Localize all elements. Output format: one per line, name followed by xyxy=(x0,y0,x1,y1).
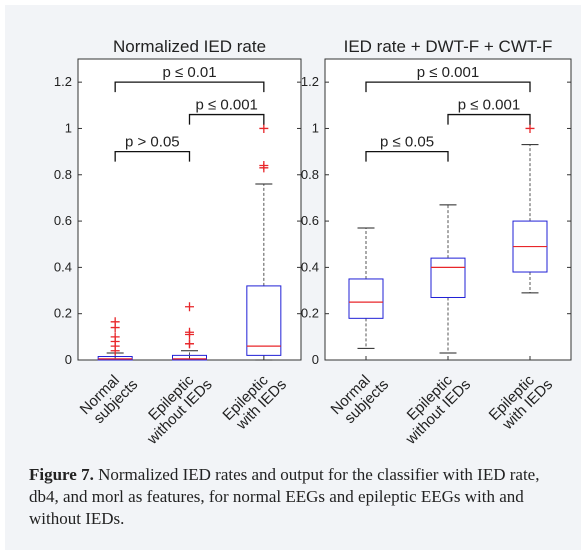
chart1-outlier-point xyxy=(110,317,120,327)
chart2-outlier-point xyxy=(525,123,535,133)
chart1-y-tick-label: 0.4 xyxy=(54,259,72,274)
chart1-y-tick-label: 0 xyxy=(65,352,72,367)
chart1-significance-label: p ≤ 0.001 xyxy=(195,97,257,114)
chart1-outlier-point xyxy=(185,302,194,312)
figure-panel: Normalized IED rate 0 0.2 0.4 0.6 0.8 1 1.2 Norm… xyxy=(5,5,581,550)
figure-svg: Normalized IED rate 0 0.2 0.4 0.6 0.8 1 1.2 Norm… xyxy=(54,37,572,449)
chart2-significance-bracket xyxy=(447,113,531,125)
chart1-y-tick-label: 0.8 xyxy=(54,167,72,182)
chart2-box xyxy=(348,278,384,319)
chart2-y-tick-label: 1.2 xyxy=(301,74,319,89)
chart2-significance-label: p ≤ 0.001 xyxy=(458,97,520,114)
chart2-y-tick-label: 0 xyxy=(312,352,319,367)
chart2-x-tick-label: Epilepticwith IEDs xyxy=(486,365,557,436)
chart1-significance-bracket xyxy=(114,150,191,162)
chart2-significance-bracket xyxy=(365,81,531,93)
chart1-y-tick-label: 1.2 xyxy=(54,74,72,89)
chart2-significance-label: p ≤ 0.001 xyxy=(417,64,479,81)
chart2-y-tick-label: 0.4 xyxy=(301,259,319,274)
chart2-x-tick-label: Normalsubjects xyxy=(328,365,393,430)
chart1-title: Normalized IED rate xyxy=(113,37,266,56)
chart1-box xyxy=(246,285,282,356)
chart1-outlier-point xyxy=(110,332,120,342)
chart1-y-tick-label: 1 xyxy=(65,120,72,135)
chart2-y-tick-label: 0.6 xyxy=(301,213,319,228)
chart1-outlier-point xyxy=(259,123,269,133)
chart1-box xyxy=(172,354,207,361)
chart2-box xyxy=(430,257,466,298)
chart1-significance-label: p > 0.05 xyxy=(125,134,180,151)
chart1-significance-bracket xyxy=(188,113,265,125)
chart1-outlier-point xyxy=(185,339,194,349)
chart1-y-tick-label: 0.6 xyxy=(54,213,72,228)
figure-caption: Figure 7. Normalized IED rates and outpu… xyxy=(29,464,569,530)
chart1-x-tick-label: Normalsubjects xyxy=(77,365,142,430)
chart2-y-tick-label: 0.2 xyxy=(301,306,319,321)
chart2-y-tick-label: 1 xyxy=(312,120,319,135)
chart1-outlier-point xyxy=(259,161,269,171)
chart1-x-tick-label: Epilepticwith IEDs xyxy=(219,365,290,436)
chart2-x-tick-label: Epilepticwithout IEDs xyxy=(391,365,475,449)
chart2-title: IED rate + DWT-F + CWT-F xyxy=(344,37,553,56)
chart1-significance-bracket xyxy=(114,81,265,93)
chart1-y-tick-label: 0.2 xyxy=(54,306,72,321)
caption-text: Normalized IED rates and output for the … xyxy=(29,465,540,528)
chart2-significance-bracket xyxy=(365,150,449,162)
chart2-y-tick-label: 0.8 xyxy=(301,167,319,182)
chart1-significance-label: p ≤ 0.01 xyxy=(162,64,216,81)
chart1-x-tick-label: Epilepticwithout IEDs xyxy=(132,365,216,449)
chart1-axes-frame xyxy=(77,58,302,361)
chart1-outlier-point xyxy=(185,327,194,337)
chart2-significance-label: p ≤ 0.05 xyxy=(380,134,434,151)
caption-label: Figure 7. xyxy=(29,465,94,484)
